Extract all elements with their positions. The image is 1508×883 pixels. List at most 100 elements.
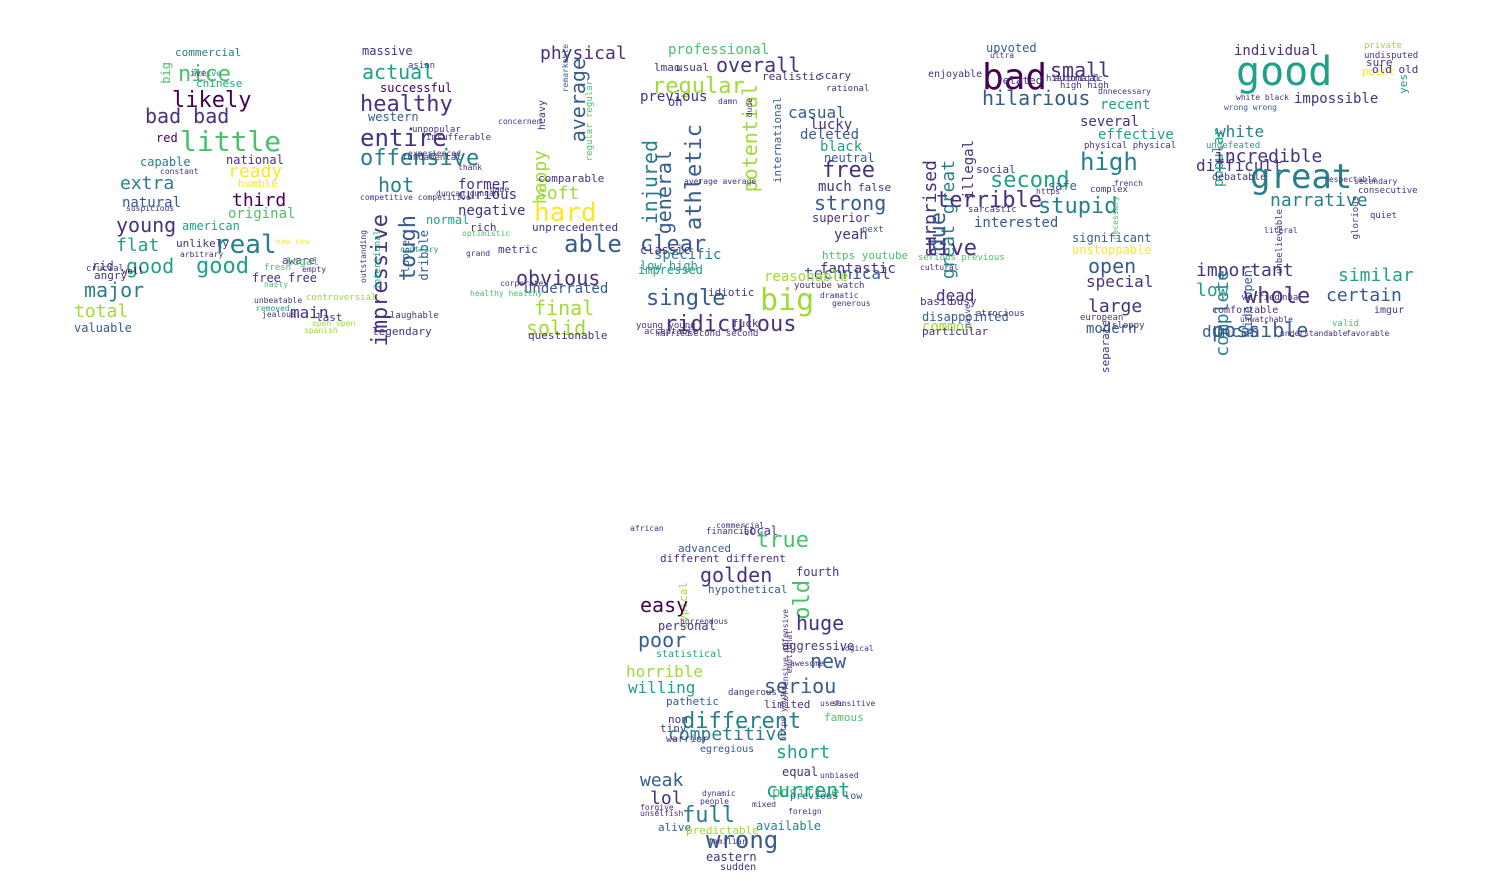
word-logical: logical — [840, 644, 874, 653]
word-fantastic: fantastic — [820, 261, 896, 277]
word-https-youtu: https youtu — [779, 688, 788, 741]
word-sarcastic: sarcastic — [968, 205, 1017, 215]
word-casual: casual — [788, 103, 846, 122]
word-high: high — [1080, 148, 1138, 176]
word-third: third — [232, 190, 287, 211]
word-usual: usual — [676, 61, 710, 74]
word-main: main — [290, 303, 329, 322]
word-african: african — [630, 524, 664, 533]
word-general: general — [652, 150, 676, 235]
word-red: red — [156, 131, 178, 145]
word-grand: grand — [466, 249, 491, 258]
word-open-open: open open — [312, 319, 356, 328]
word-live: live — [924, 236, 977, 261]
word-french: french — [1114, 179, 1143, 188]
word-rid: rid — [92, 259, 114, 273]
word-https: https — [1036, 187, 1061, 196]
word-sloppy: sloppy — [1112, 321, 1145, 331]
word-statistical: statistical — [656, 649, 723, 660]
word-separate: separate — [1099, 320, 1112, 373]
word-healthy: healthy — [360, 92, 453, 117]
word-specific: specific — [654, 247, 722, 263]
word-personal: personal — [658, 619, 716, 633]
word-massive: massive — [362, 44, 413, 58]
word-significant: significant — [1072, 231, 1152, 245]
word-well: well — [122, 267, 144, 277]
word-physical: physical — [540, 43, 627, 64]
word-neutral: neutral — [824, 151, 875, 165]
word-unnecessary: unnecessary — [1098, 87, 1151, 96]
word-overall: overall — [716, 53, 801, 77]
word-valuable: valuable — [74, 321, 132, 335]
word-classic: classic — [640, 243, 691, 257]
word-corporate: corporate — [500, 279, 544, 288]
word-high-high: high high — [1060, 81, 1109, 91]
word-interested: interested — [974, 215, 1059, 231]
word-fresh: fresh — [264, 263, 292, 273]
word-individual: individual — [1234, 43, 1319, 59]
word-wrong-wrong: wrong wrong — [1224, 103, 1277, 112]
word-normal: normal — [426, 213, 470, 227]
word-small: small — [1050, 58, 1111, 82]
word-large: large — [1088, 296, 1143, 317]
word-obvious: obvious — [516, 266, 601, 290]
word-remarkable: remarkable — [561, 44, 570, 93]
word-cultural: cultural — [920, 263, 959, 272]
word-local: local — [742, 524, 779, 538]
word-bad: bad — [982, 57, 1048, 98]
word-possible: possible — [1212, 318, 1309, 342]
word-physical-physical: physical physical — [1084, 141, 1177, 151]
word-natural: natural — [122, 195, 182, 211]
word-disappointed: disappointed — [922, 310, 1009, 324]
word-enjoyable: enjoyable — [928, 69, 983, 80]
word-willing: willing — [628, 678, 696, 697]
word-true: true — [756, 528, 809, 553]
word-https-youtube: https youtube — [822, 249, 909, 262]
word-sure: sure — [1366, 56, 1393, 69]
word-previous: previous — [640, 89, 708, 105]
word-acceptable: acceptable — [644, 327, 699, 337]
word-fourth: fourth — [796, 565, 840, 579]
word-private: private — [1364, 41, 1402, 51]
word-awesome: awesome — [790, 659, 824, 668]
word-horrible: horrible — [626, 662, 704, 681]
word-old-old: old old — [1372, 63, 1419, 76]
word-youtube-watch: youtube watch — [794, 281, 865, 291]
word-historical: historical — [1046, 74, 1101, 84]
word-nasty: nasty — [264, 280, 289, 289]
word-quiet: quiet — [1370, 211, 1398, 221]
word-wrong: wrong — [706, 826, 779, 854]
word-original: original — [228, 206, 296, 222]
word-related: related — [996, 74, 1043, 87]
word-eastern: eastern — [706, 850, 757, 864]
word-young-young: young young — [636, 321, 696, 331]
word-alive: alive — [658, 821, 692, 834]
word-particular: particular — [922, 325, 989, 338]
word-duncan: duncan — [1202, 322, 1260, 341]
word-married: married — [656, 329, 690, 338]
word-international: international — [771, 97, 784, 184]
word-unbeatable: unbeatable — [254, 296, 303, 305]
word-offensive: offensive — [360, 146, 480, 171]
word-entire: entire — [360, 124, 447, 152]
word-actual: actual — [362, 60, 435, 84]
word-whole: whole — [1244, 284, 1311, 309]
word-literal: literal — [1264, 226, 1298, 235]
word-forgive: forgive — [640, 803, 674, 812]
word-yeah: yeah — [834, 227, 868, 243]
word-unwatchable: unwatchable — [1240, 315, 1293, 324]
word-big: big — [159, 62, 173, 84]
word-unprecedented: unprecedented — [532, 221, 619, 234]
word-spanish: spanish — [304, 326, 338, 335]
word-recent: recent — [1100, 97, 1151, 113]
word-secondary: secondary — [1354, 177, 1398, 186]
word-terrible: terrible — [936, 188, 1042, 213]
word-much: much — [818, 179, 852, 195]
word-unlikely: unlikely — [176, 237, 229, 250]
word-asian: asian — [408, 61, 436, 71]
word-unselfish: unselfish — [640, 809, 684, 818]
word-legal: legal — [286, 255, 320, 268]
word-busy: busy — [950, 295, 977, 308]
word-debatable: debatable — [1212, 172, 1267, 183]
word-technical: technical — [804, 264, 891, 283]
